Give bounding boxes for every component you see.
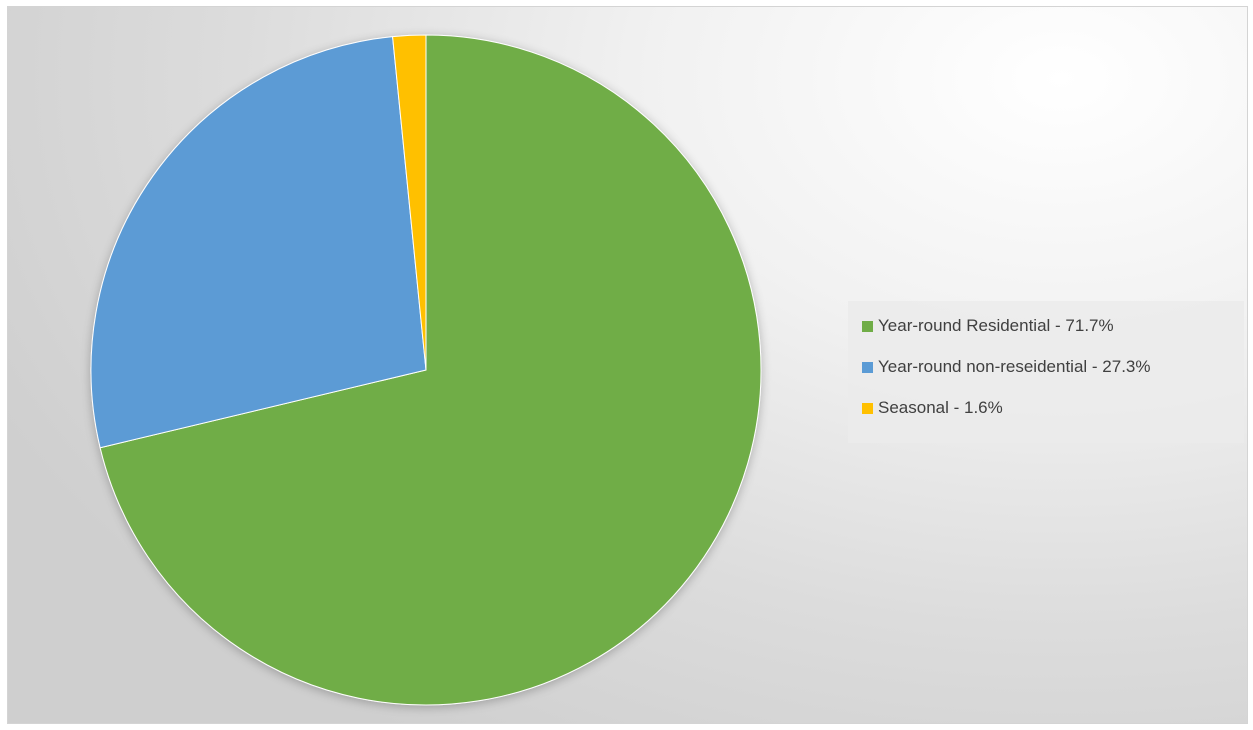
pie-slices <box>90 34 762 706</box>
legend-swatch-seasonal <box>862 402 873 414</box>
legend-label-year-round-residential: Year-round Residential - 71.7% <box>878 316 1114 335</box>
pie-slice-year-round-residential <box>99 34 762 706</box>
pie-chart <box>90 34 762 706</box>
pie-slice-seasonal <box>392 34 427 371</box>
pie-slice-year-round-non-residential <box>90 36 427 449</box>
legend-swatch-year-round-residential <box>862 320 873 332</box>
legend-item-seasonal: Seasonal - 1.6% <box>848 396 1244 420</box>
legend-label-year-round-non-residential: Year-round non-reseidential - 27.3% <box>878 357 1151 376</box>
legend: Year-round Residential - 71.7% Year-roun… <box>848 301 1244 443</box>
legend-swatch-year-round-non-residential <box>862 361 873 373</box>
legend-item-year-round-non-residential: Year-round non-reseidential - 27.3% <box>848 355 1244 379</box>
legend-item-year-round-residential: Year-round Residential - 71.7% <box>848 314 1244 338</box>
legend-label-seasonal: Seasonal - 1.6% <box>878 398 1003 417</box>
chart-area: Year-round Residential - 71.7% Year-roun… <box>7 6 1248 724</box>
